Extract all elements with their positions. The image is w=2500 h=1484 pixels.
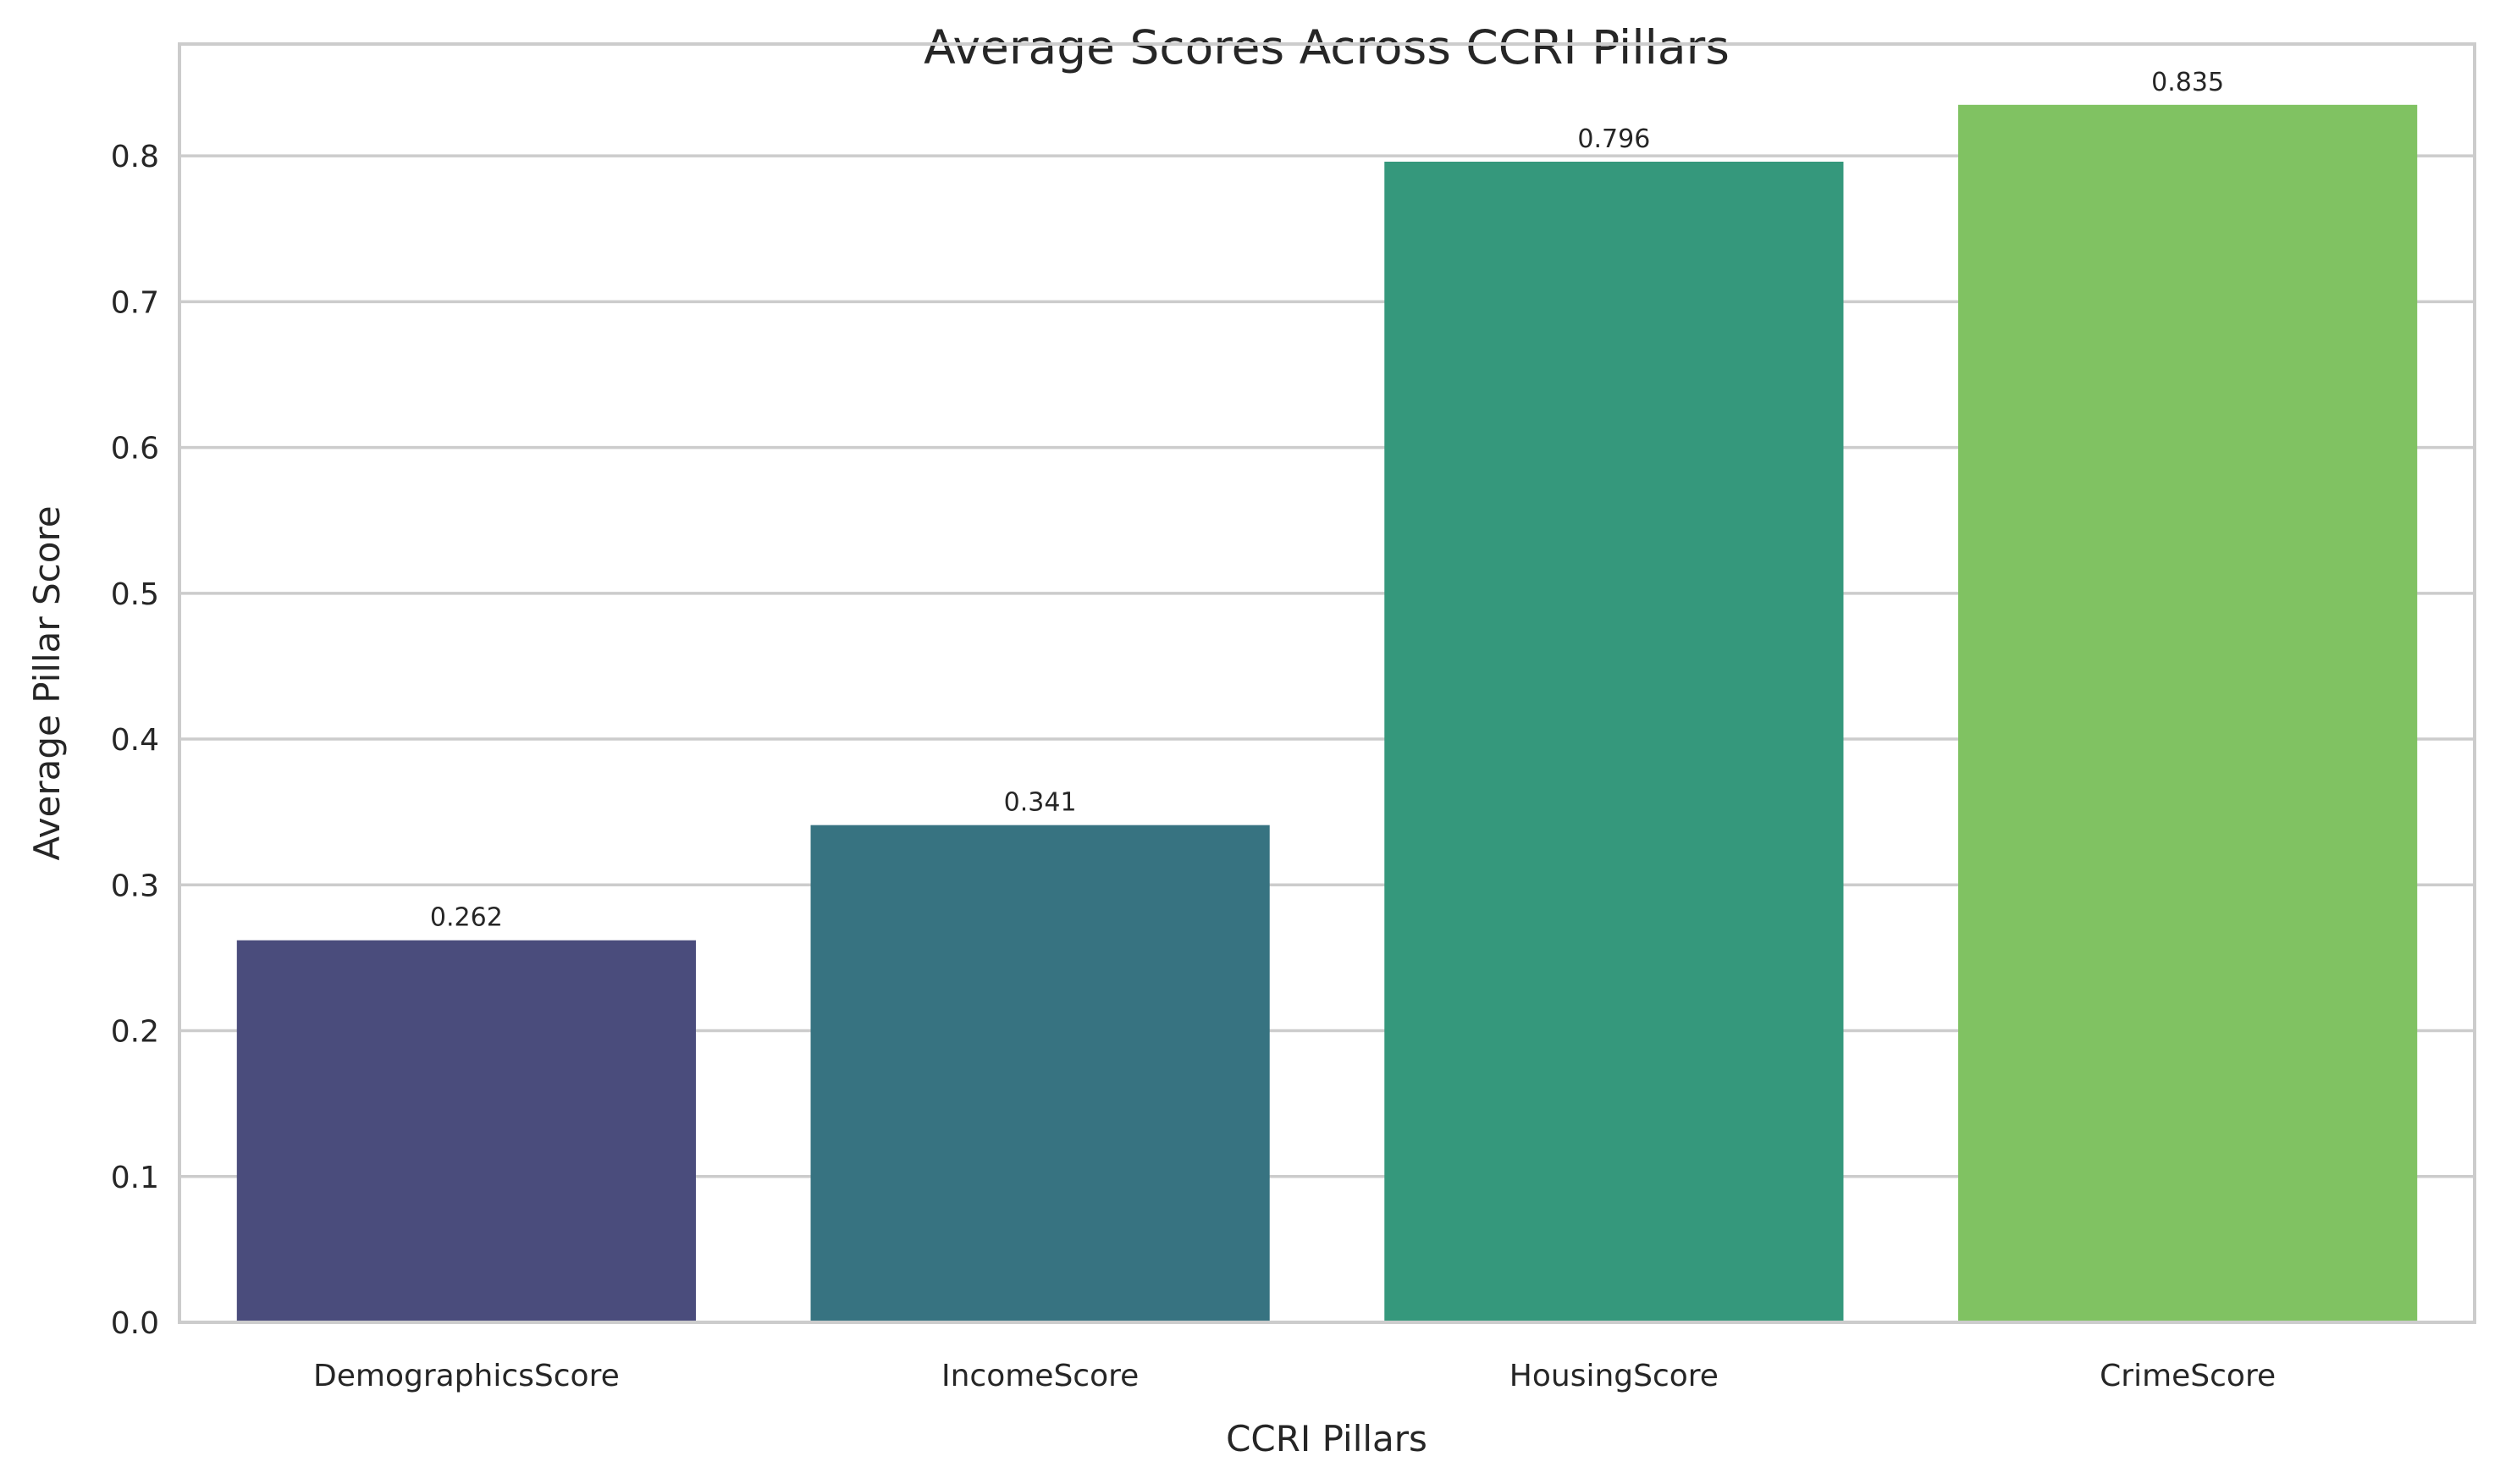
y-tick-label: 0.1 bbox=[111, 1161, 159, 1195]
bar-value-label: 0.796 bbox=[1577, 124, 1650, 154]
plot-frame bbox=[178, 42, 2476, 1324]
y-tick-label: 0.7 bbox=[111, 285, 159, 320]
y-tick-label: 0.0 bbox=[111, 1306, 159, 1341]
chart-title: Average Scores Across CCRI Pillars bbox=[924, 20, 1730, 74]
bar bbox=[1958, 104, 2418, 1322]
x-axis-label: CCRI Pillars bbox=[1226, 1418, 1427, 1459]
y-tick-label: 0.8 bbox=[111, 140, 159, 174]
y-tick-label: 0.5 bbox=[111, 577, 159, 612]
data-labels: 0.262 0.341 0.796 0.835 bbox=[430, 68, 2224, 933]
y-axis-label: Average Pillar Score bbox=[26, 505, 68, 860]
x-tick-labels: DemographicsScore IncomeScore HousingScore… bbox=[313, 1359, 2276, 1393]
bar-value-label: 0.341 bbox=[1004, 788, 1077, 818]
bar-value-label: 0.262 bbox=[430, 903, 503, 933]
x-tick-label: CrimeScore bbox=[2100, 1359, 2276, 1393]
x-tick-label: DemographicsScore bbox=[313, 1359, 620, 1393]
bar bbox=[1384, 161, 1844, 1322]
x-tick-label: IncomeScore bbox=[941, 1359, 1139, 1393]
y-tick-labels: 0.0 0.1 0.2 0.3 0.4 0.5 0.6 0.7 0.8 bbox=[111, 140, 159, 1341]
x-tick-label: HousingScore bbox=[1509, 1359, 1719, 1393]
y-tick-label: 0.4 bbox=[111, 723, 159, 758]
bars bbox=[236, 104, 2418, 1322]
bar bbox=[810, 825, 1270, 1322]
y-tick-label: 0.2 bbox=[111, 1015, 159, 1050]
y-tick-label: 0.3 bbox=[111, 869, 159, 903]
bar-value-label: 0.835 bbox=[2151, 68, 2224, 97]
bar bbox=[236, 940, 696, 1322]
y-tick-label: 0.6 bbox=[111, 432, 159, 466]
